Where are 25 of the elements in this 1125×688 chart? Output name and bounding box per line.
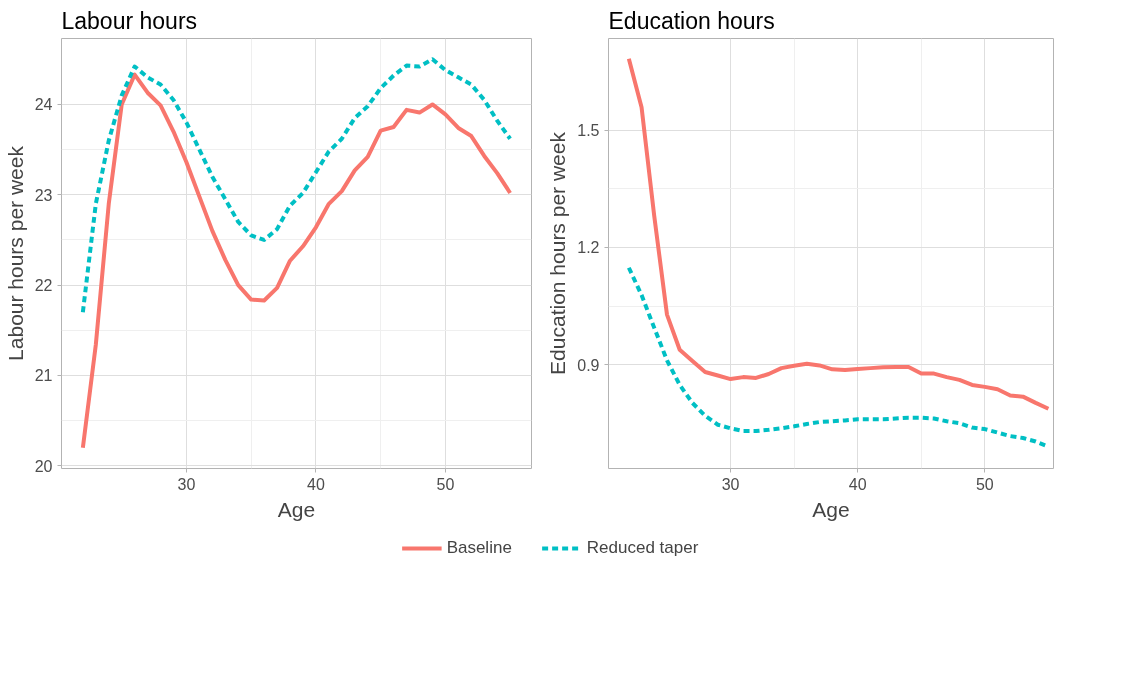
x-tick-label: 30 (177, 475, 196, 493)
legend-label: Baseline (446, 538, 512, 558)
x-tick-label: 50 (975, 475, 994, 493)
y-tick-label: 24 (34, 96, 53, 114)
chart-title: Labour hours (61, 7, 198, 34)
chart-title: Education hours (608, 7, 775, 34)
x-tick-label: 30 (721, 475, 740, 493)
y-tick-label: 22 (34, 277, 53, 295)
y-axis-title: Education hours per week (546, 131, 570, 375)
x-axis-title: Age (812, 497, 850, 521)
y-tick-label: 21 (34, 367, 53, 385)
y-tick-label: 23 (34, 186, 53, 204)
line-series (626, 56, 1051, 411)
y-tick-label: 20 (34, 457, 53, 475)
y-axis-title: Labour hours per week (3, 145, 27, 361)
x-tick-label: 40 (848, 475, 867, 493)
line-series (80, 72, 513, 450)
y-tick-label: 1.2 (577, 239, 600, 257)
x-tick-label: 50 (436, 475, 455, 493)
x-tick-label: 40 (307, 475, 325, 493)
y-tick-label: 1.5 (577, 122, 600, 140)
line-series (80, 57, 513, 315)
x-axis-title: Age (277, 497, 316, 521)
y-tick-label: 0.9 (577, 356, 600, 374)
legend-label: Reduced taper (586, 538, 699, 558)
